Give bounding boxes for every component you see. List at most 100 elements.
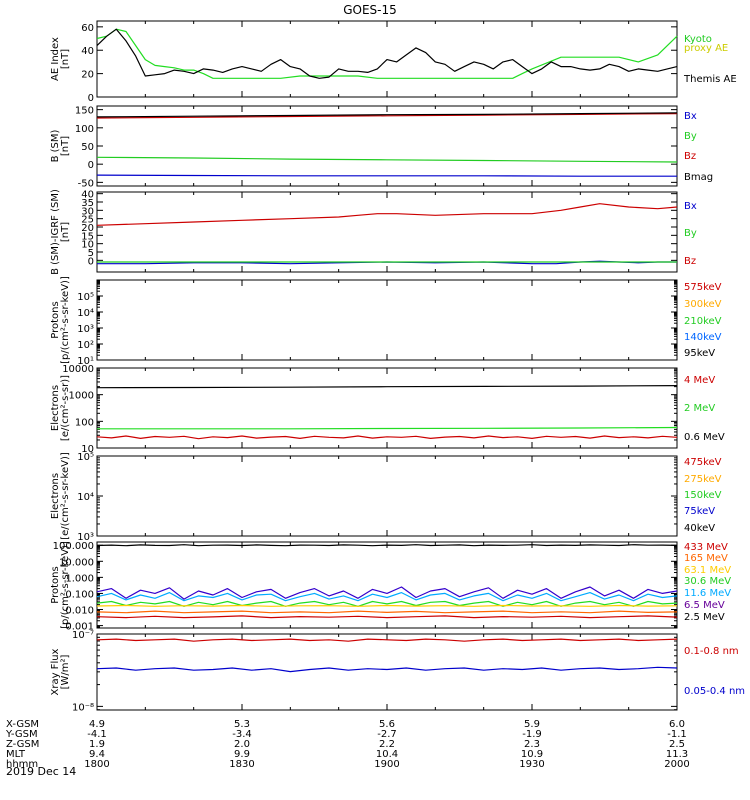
legend-entry: 2.5 MeV <box>684 612 725 623</box>
footer-value: 10.4 <box>376 749 398 760</box>
y-axis-label: AE Index <box>50 37 61 81</box>
y-tick-label: -50 <box>78 178 94 189</box>
y-axis-label: [nT] <box>60 136 71 156</box>
series-line-0-1-0-8-nm <box>96 638 678 642</box>
panel-electrons_kev: 10³ 10⁴ 10⁵ Electrons [e/(cm²-s-sr-keV)] 475k… <box>50 452 722 543</box>
series-line-11-6-mev <box>96 591 678 602</box>
footer-value: 10.9 <box>521 749 543 760</box>
series-line-30-6-mev <box>96 600 678 607</box>
legend-entry: 4 MeV <box>684 375 715 386</box>
panel-frame <box>96 633 678 711</box>
legend-entry: 63.1 MeV <box>684 565 731 576</box>
footer-value: 1830 <box>229 759 254 770</box>
y-tick-label: 0.001 <box>65 622 94 633</box>
footer-value: -1.9 <box>522 729 542 740</box>
footer-row-label: Y-GSM <box>5 729 38 740</box>
y-tick-label: 0.010 <box>65 606 94 617</box>
y-tick-label: 50 <box>81 142 94 153</box>
legend-entry: 30.6 MeV <box>684 576 731 587</box>
series-line-bz <box>96 113 678 119</box>
series-line-bx <box>96 174 677 177</box>
legend-entry: By <box>684 228 697 239</box>
footer-value: 2.5 <box>669 739 685 750</box>
y-tick-label: 1000 <box>69 391 94 402</box>
y-tick-label: 10⁵ <box>77 292 94 303</box>
legend-entry: 0.1-0.8 nm <box>684 646 739 657</box>
footer-value: 5.6 <box>379 719 395 730</box>
y-axis-label: Protons <box>50 301 61 338</box>
y-axis-label: [p/(cm²-s-sr-keV)] <box>60 276 71 364</box>
y-tick-label: 10000 <box>62 364 94 375</box>
y-tick-label: 100.000 <box>53 541 94 552</box>
y-tick-label: 0 <box>88 160 94 171</box>
footer-value: -1.1 <box>667 729 687 740</box>
legend-entry: 475keV <box>684 457 722 468</box>
y-tick-label: 5 <box>88 248 94 259</box>
footer-value: 1.9 <box>89 739 105 750</box>
y-tick-label: 0 <box>88 93 94 104</box>
y-tick-label: 60 <box>81 23 94 34</box>
series-line-2-mev <box>97 426 678 430</box>
series-line-2-5-mev <box>96 544 678 547</box>
legend-entry: 2 MeV <box>684 403 715 414</box>
panel-frame <box>96 541 678 629</box>
footer-value: 2000 <box>664 759 689 770</box>
y-tick-label: 10 <box>81 444 94 455</box>
y-tick-label: 40 <box>81 46 94 57</box>
legend-entry: Bz <box>684 151 696 162</box>
y-tick-label: 40 <box>81 190 94 201</box>
legend-entry: 150keV <box>684 490 722 501</box>
y-tick-label: 10³ <box>77 324 94 335</box>
y-axis-label: Electrons <box>50 473 61 519</box>
legend-entry: 575keV <box>684 282 722 293</box>
y-tick-label: 25 <box>81 215 94 226</box>
legend-entry: Bx <box>684 201 697 212</box>
footer-value: 5.3 <box>234 719 250 730</box>
footer-value: -3.4 <box>232 729 252 740</box>
panel-frame <box>96 279 678 361</box>
y-axis-label: B (SM)-IGRF (SM) <box>50 189 61 275</box>
panel-frame <box>96 105 678 187</box>
legend-entry: 300keV <box>684 299 722 310</box>
legend-entry: Kyoto <box>684 34 712 45</box>
legend-entry: proxy AE <box>684 43 728 54</box>
series-line-bmag <box>96 112 678 118</box>
y-axis-label: [nT] <box>60 222 71 242</box>
panel-xray: 10⁻⁸ 10⁻⁷ Xray Flux [W/m²] 0.1-0.8 nm 0.05-0.… <box>50 630 745 713</box>
series-line-6-5-mev <box>96 586 678 600</box>
y-tick-label: 30 <box>81 206 94 217</box>
series-line-0-6-mev <box>96 385 678 389</box>
footer-value: 5.9 <box>524 719 540 730</box>
panel-protons_low: 10¹ 10² 10³ 10⁴ 10⁵ Protons [p/(cm²-s-sr-keV)]… <box>50 276 722 367</box>
y-tick-label: 100 <box>75 124 94 135</box>
legend-entry: 95keV <box>684 348 715 359</box>
series-line-4-mev <box>96 435 678 440</box>
legend-entry: 11.6 MeV <box>684 588 731 599</box>
footer-row-label: hhmm <box>6 759 38 770</box>
y-tick-label: 10⁴ <box>77 308 94 319</box>
y-tick-label: 15 <box>81 231 94 242</box>
y-tick-label: 150 <box>75 106 94 117</box>
y-tick-label: 10⁻⁸ <box>72 702 94 713</box>
footer-value: 1930 <box>519 759 544 770</box>
footer-value: 1900 <box>374 759 399 770</box>
footer-row-label: Z-GSM <box>6 739 39 750</box>
footer-row-label: X-GSM <box>6 719 39 730</box>
y-tick-label: 10⁻⁷ <box>72 630 94 641</box>
y-tick-label: 1.000 <box>65 573 94 584</box>
footer-value: 2.2 <box>379 739 395 750</box>
y-tick-label: 0.100 <box>65 589 94 600</box>
legend-entry: 0.6 MeV <box>684 432 725 443</box>
y-axis-label: Xray Flux <box>50 648 61 695</box>
y-axis-label: [p/(cm²-s-sr-keV)] <box>60 541 71 629</box>
footer-value: 2.3 <box>524 739 540 750</box>
legend-entry: 165 MeV <box>684 553 728 564</box>
series-line-themis-ae <box>96 28 678 79</box>
series-line-433-mev <box>96 615 678 619</box>
y-axis-label: Electrons <box>50 385 61 431</box>
